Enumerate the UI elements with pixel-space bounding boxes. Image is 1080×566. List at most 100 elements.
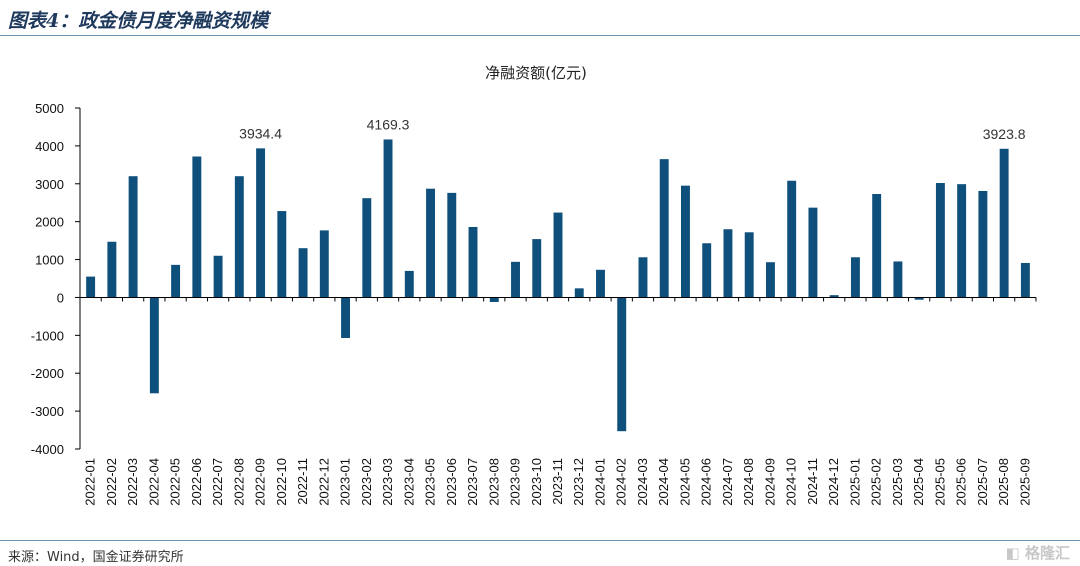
x-tick-label: 2025-03 bbox=[890, 458, 905, 506]
bar-2022-10 bbox=[277, 211, 287, 298]
source-note: 来源：Wind，国金证券研究所 bbox=[8, 550, 184, 565]
x-tick-label: 2022-07 bbox=[210, 458, 225, 506]
x-tick-label: 2023-03 bbox=[380, 458, 395, 506]
data-label: 4169.3 bbox=[367, 116, 410, 132]
bar-2024-04 bbox=[659, 159, 669, 298]
x-tick-label: 2022-06 bbox=[189, 458, 204, 506]
x-tick-label: 2022-10 bbox=[274, 458, 289, 506]
x-tick-label: 2022-11 bbox=[295, 458, 310, 505]
x-tick-label: 2023-08 bbox=[486, 458, 501, 506]
x-tick-label: 2023-05 bbox=[423, 458, 438, 506]
bar-2022-08 bbox=[234, 176, 244, 298]
x-tick-label: 2023-01 bbox=[338, 458, 353, 506]
x-tick-label: 2023-12 bbox=[571, 458, 586, 506]
x-tick-label: 2022-04 bbox=[146, 458, 161, 506]
x-tick-label: 2024-09 bbox=[762, 458, 777, 506]
x-tick-label: 2025-09 bbox=[1017, 458, 1032, 506]
x-tick-label: 2024-12 bbox=[826, 458, 841, 506]
bar-2024-12 bbox=[829, 295, 839, 298]
bar-2024-09 bbox=[765, 262, 775, 298]
x-tick-label: 2022-01 bbox=[83, 458, 98, 506]
bar-2023-08 bbox=[489, 297, 499, 302]
y-tick-label: 4000 bbox=[35, 139, 64, 154]
bar-2022-12 bbox=[319, 230, 329, 298]
bar-2023-09 bbox=[511, 261, 520, 298]
bar-2022-05 bbox=[171, 264, 181, 298]
bar-2025-06 bbox=[957, 184, 967, 298]
x-tick-label: 2022-05 bbox=[168, 458, 183, 506]
y-tick-label: -2000 bbox=[31, 366, 64, 381]
data-labels: 3934.4 4169.3 3923.8 bbox=[239, 116, 1026, 141]
x-tick-label: 2024-05 bbox=[677, 458, 692, 506]
x-tick-label: 2025-02 bbox=[869, 458, 884, 506]
x-tick-label: 2022-08 bbox=[231, 458, 246, 506]
x-tick-label: 2024-08 bbox=[741, 458, 756, 506]
bar-2022-11 bbox=[298, 248, 308, 298]
bar-2022-01 bbox=[86, 276, 96, 298]
x-tick-label: 2024-11 bbox=[805, 458, 820, 505]
x-tick-label: 2024-07 bbox=[720, 458, 735, 506]
bar-2024-03 bbox=[638, 257, 648, 298]
y-tick-label: 0 bbox=[57, 290, 64, 305]
bar-2025-08 bbox=[999, 148, 1009, 298]
x-tick-label: 2024-02 bbox=[614, 458, 629, 506]
y-axis: -4000 -3000 -2000 -1000 0 1000 2000 3000 4000 500… bbox=[31, 101, 81, 457]
x-tick-label: 2022-09 bbox=[253, 458, 268, 506]
watermark-text: 格隆汇 bbox=[1024, 544, 1070, 562]
x-tick-label: 2024-10 bbox=[784, 458, 799, 506]
y-tick-label: -3000 bbox=[31, 404, 64, 419]
bar-2025-01 bbox=[850, 257, 860, 298]
bar-2025-03 bbox=[893, 261, 903, 298]
data-label: 3934.4 bbox=[239, 125, 282, 141]
bar-2025-04 bbox=[914, 297, 924, 300]
x-tick-label: 2025-01 bbox=[847, 458, 862, 506]
y-tick-label: 1000 bbox=[35, 253, 64, 268]
x-tick-label: 2023-02 bbox=[359, 458, 374, 506]
bar-2024-01 bbox=[596, 269, 605, 298]
x-tick-label: 2023-10 bbox=[529, 458, 544, 506]
bar-2024-02 bbox=[617, 297, 627, 432]
x-tick-label: 2024-06 bbox=[699, 458, 714, 506]
x-tick-label: 2022-12 bbox=[316, 458, 331, 506]
bar-2024-05 bbox=[681, 185, 690, 298]
y-tick-label: -1000 bbox=[31, 328, 64, 343]
bar-2024-07 bbox=[723, 229, 733, 298]
chart-title: 净融资额(亿元) bbox=[485, 64, 587, 82]
bar-2024-10 bbox=[787, 180, 797, 298]
y-tick-label: 5000 bbox=[35, 101, 64, 116]
x-tick-label: 2022-02 bbox=[104, 458, 119, 506]
header-rule bbox=[0, 35, 1080, 36]
bar-2023-10 bbox=[532, 239, 542, 298]
x-tick-label: 2025-05 bbox=[932, 458, 947, 506]
bar-2022-09 bbox=[256, 148, 266, 298]
x-tick-label: 2023-11 bbox=[550, 458, 565, 505]
x-tick-label: 2024-01 bbox=[592, 458, 607, 506]
bar-2023-06 bbox=[447, 192, 457, 298]
bar-2023-05 bbox=[426, 188, 435, 298]
footer-rule bbox=[0, 540, 1080, 541]
x-tick-label: 2023-09 bbox=[508, 458, 523, 506]
y-tick-label: -4000 bbox=[31, 442, 64, 457]
bar-2024-06 bbox=[702, 243, 712, 298]
x-tick-label: 2023-06 bbox=[444, 458, 459, 506]
x-tick-label: 2023-04 bbox=[401, 458, 416, 506]
bar-2022-07 bbox=[213, 255, 223, 298]
bar-2024-08 bbox=[744, 232, 754, 298]
y-tick-label: 3000 bbox=[35, 177, 64, 192]
bars bbox=[86, 139, 1030, 432]
bar-2022-02 bbox=[107, 241, 117, 298]
x-tick-label: 2025-08 bbox=[996, 458, 1011, 506]
x-tick-label: 2025-06 bbox=[954, 458, 969, 506]
watermark-logo: ◧ 格隆汇 bbox=[1006, 542, 1070, 563]
bar-2024-11 bbox=[808, 207, 818, 298]
watermark-icon: ◧ bbox=[1005, 544, 1020, 562]
figure-title: 图表4：政金债月度净融资规模 bbox=[8, 10, 269, 32]
x-tick-label: 2025-07 bbox=[975, 458, 990, 506]
x-tick-label: 2024-04 bbox=[656, 458, 671, 506]
bar-2023-11 bbox=[553, 212, 563, 298]
data-label: 3923.8 bbox=[983, 126, 1026, 142]
bar-2025-05 bbox=[935, 183, 945, 298]
bar-2025-07 bbox=[978, 190, 988, 298]
x-tick-label: 2023-07 bbox=[465, 458, 480, 506]
bar-2022-04 bbox=[149, 297, 159, 394]
